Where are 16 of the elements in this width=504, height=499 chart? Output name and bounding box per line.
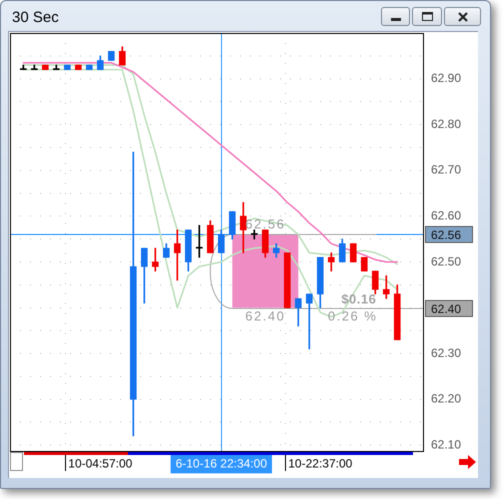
- ref-line-label: 62.56: [431, 228, 462, 242]
- y-tick-label: 62.70: [431, 162, 462, 177]
- x-tick-label: 10-04:57:00: [68, 456, 133, 471]
- annotation: 0.26 %: [328, 308, 378, 324]
- y-tick-label: 62.60: [431, 208, 462, 222]
- annotation: 62.40: [245, 308, 286, 324]
- x-tick-label: 10-22:37:00: [288, 456, 353, 471]
- y-tick-label: 62.10: [431, 437, 462, 452]
- ref-line-label: 62.40: [431, 302, 462, 316]
- y-tick-label: 62.90: [431, 71, 462, 86]
- y-tick-label: 62.80: [431, 116, 462, 131]
- x-tick-label: 6-10-16 22:34:00: [176, 456, 268, 471]
- chart-title: 30 Sec: [12, 9, 59, 26]
- y-tick-label: 62.20: [431, 392, 462, 406]
- y-tick-label: 62.30: [431, 346, 462, 360]
- y-tick-label: 62.50: [431, 254, 462, 268]
